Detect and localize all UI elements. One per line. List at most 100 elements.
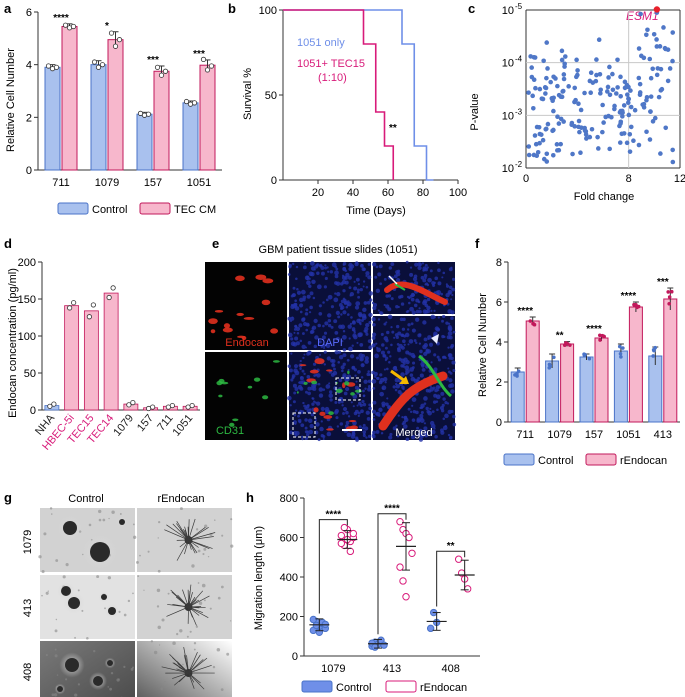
panel-e-nucleus: [300, 376, 303, 379]
panel-e-nucleus: [427, 337, 430, 340]
panel-f-datapoint: [587, 356, 592, 361]
panel-e-nucleus: [328, 393, 334, 399]
panel-a-datapoint: [183, 98, 190, 105]
panel-e-zoom2-white-arrowhead: [431, 334, 439, 344]
panel-g-debris: [220, 585, 224, 589]
panel-e-nucleus: [294, 336, 299, 341]
panel-e-nucleus: [357, 295, 361, 299]
panel-e-nucleus: [345, 410, 349, 415]
panel-e-nucleus: [397, 390, 402, 395]
panel-g-invasive-process: [188, 591, 191, 608]
panel-a-significance: *: [105, 21, 109, 32]
panel-g-debris: [56, 674, 59, 676]
panel-e-nucleus: [343, 298, 347, 303]
panel-e-nucleus: [418, 428, 423, 433]
panel-e-nucleus: [419, 373, 424, 378]
panel-e-nucleus: [432, 400, 437, 404]
panel-e-nucleus: [318, 393, 324, 398]
panel-e-nucleus: [367, 384, 371, 388]
panel-g-debris: [50, 513, 53, 515]
panel-e-nucleus: [319, 264, 323, 268]
panel-c-datapoint: [556, 121, 562, 126]
panel-e-nucleus: [318, 387, 324, 392]
panel-e-nucleus: [362, 280, 366, 283]
panel-e-nucleus: [342, 353, 347, 358]
panel-e-nucleus: [336, 336, 340, 341]
panel-e-nucleus: [338, 303, 343, 307]
panel-b-ylabel: Survival %: [242, 68, 254, 120]
panel-e-nucleus: [334, 274, 339, 279]
panel-b-legend-ratio: (1:10): [318, 72, 347, 84]
panel-e-nucleus: [408, 352, 412, 356]
panel-e-nucleus: [402, 339, 406, 344]
panel-e-nucleus: [324, 406, 330, 412]
panel-e-nucleus: [426, 305, 431, 311]
panel-h-datapoint-rendocan: [337, 539, 346, 548]
panel-c-datapoint: [570, 151, 575, 157]
panel-c-datapoint: [636, 75, 642, 81]
panel-h-xtick-label: 1079: [321, 663, 345, 675]
panel-h-xtick-label: 408: [441, 663, 459, 675]
panel-e-nucleus: [334, 270, 339, 276]
panel-e-nucleus: [375, 265, 379, 269]
panel-e-nucleus: [294, 324, 298, 328]
panel-e-nucleus: [375, 412, 379, 416]
panel-e-nucleus: [353, 334, 358, 340]
panel-g-invasive-process: [188, 532, 216, 541]
panel-e-nucleus: [358, 318, 361, 322]
panel-g-invasive-process: [172, 604, 189, 608]
panel-e-nucleus: [304, 262, 307, 265]
panel-g-debris: [209, 607, 212, 610]
panel-e-nucleus: [450, 298, 453, 301]
panel-e-nucleus: [296, 331, 300, 335]
panel-g-debris: [207, 556, 210, 558]
panel-g-debris: [195, 528, 199, 531]
panel-e-nucleus: [347, 324, 352, 329]
panel-e-nucleus: [426, 283, 430, 287]
panel-e-zoom2-cd31: [418, 354, 453, 398]
panel-e-nucleus: [385, 294, 389, 298]
panel-e-nucleus: [391, 330, 395, 334]
panel-b-survival-chart: Survival % Time (Days) 1051 only 1051+ T…: [242, 5, 467, 217]
panel-e-nucleus: [335, 310, 340, 315]
panel-e-nucleus: [401, 415, 404, 419]
panel-c-datapoint: [578, 150, 583, 156]
panel-e-nucleus: [299, 367, 302, 371]
panel-e-nucleus: [299, 409, 303, 413]
panel-e-nucleus: [397, 305, 400, 309]
panel-g-debris: [132, 523, 135, 526]
panel-e-nucleus: [323, 285, 327, 289]
panel-g-debris: [197, 582, 200, 584]
panel-e-nucleus: [452, 330, 456, 334]
panel-c-datapoint: [670, 147, 675, 153]
panel-e-nucleus: [445, 321, 449, 325]
panel-a-significance: ***: [193, 49, 205, 60]
panel-e-cd31-signal: [296, 391, 299, 394]
panel-g-invasive-process: [184, 526, 189, 541]
panel-letter-d: d: [4, 236, 12, 251]
panel-g-debris: [147, 550, 150, 553]
panel-g-invasive-process: [188, 519, 190, 541]
panel-e-nucleus: [355, 277, 360, 282]
panel-c-datapoint: [544, 75, 549, 81]
panel-e-nucleus: [423, 422, 427, 425]
panel-c-datapoint: [636, 46, 642, 51]
panel-c-datapoint: [544, 151, 550, 157]
panel-g-invasive-process: [178, 672, 189, 683]
panel-e-nucleus: [326, 431, 332, 437]
panel-e-nucleus: [409, 272, 414, 277]
panel-e-nucleus: [320, 420, 323, 423]
panel-e-nucleus: [355, 301, 361, 307]
panel-g-debris: [62, 575, 66, 579]
panel-e-nucleus: [356, 404, 359, 407]
panel-e-nucleus: [317, 438, 321, 442]
panel-c-datapoint: [667, 66, 673, 71]
panel-f-datapoint: [513, 373, 517, 377]
panel-h-significance: ****: [384, 504, 400, 515]
panel-f-ytick-label: 2: [496, 377, 502, 389]
panel-e-nucleus: [321, 335, 326, 340]
panel-e-nucleus: [420, 411, 424, 415]
panel-e-nucleus: [434, 388, 439, 393]
panel-e-nucleus: [449, 285, 453, 290]
panel-f-datapoint: [636, 304, 641, 309]
